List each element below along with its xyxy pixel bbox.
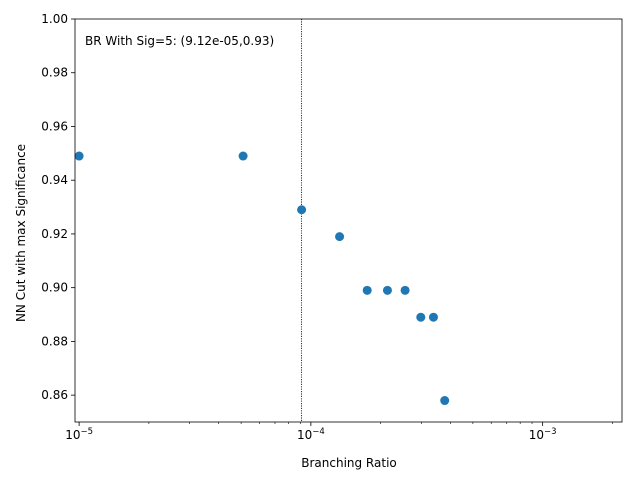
y-tick-label: 0.86 — [41, 388, 68, 402]
y-tick-label: 0.90 — [41, 281, 68, 295]
x-axis-label: Branching Ratio — [301, 456, 397, 470]
y-tick-label: 1.00 — [41, 12, 68, 26]
y-tick-label: 0.98 — [41, 66, 68, 80]
y-tick-label: 0.92 — [41, 227, 68, 241]
data-point — [238, 151, 248, 161]
data-point — [297, 205, 307, 215]
data-point — [362, 285, 372, 295]
data-point — [400, 285, 410, 295]
x-tick-label: 10−3 — [529, 427, 557, 442]
x-tick-label: 10−4 — [297, 427, 325, 442]
axes-frame — [74, 18, 623, 423]
data-point — [440, 396, 450, 406]
y-axis-label: NN Cut with max Significance — [14, 144, 28, 322]
y-tick-label: 0.94 — [41, 173, 68, 187]
data-point — [382, 285, 392, 295]
y-tick-label: 0.96 — [41, 119, 68, 133]
data-point — [74, 151, 84, 161]
data-point — [416, 312, 426, 322]
data-point — [428, 312, 438, 322]
annotation-text: BR With Sig=5: (9.12e-05,0.93) — [85, 34, 274, 48]
y-tick-label: 0.88 — [41, 334, 68, 348]
plot-area: 0.86 0.88 0.90 0.92 0.94 0.96 0.98 1.00 10−5 10−4… — [41, 12, 623, 442]
x-tick-label: 10−5 — [65, 427, 93, 442]
data-point — [335, 232, 345, 242]
